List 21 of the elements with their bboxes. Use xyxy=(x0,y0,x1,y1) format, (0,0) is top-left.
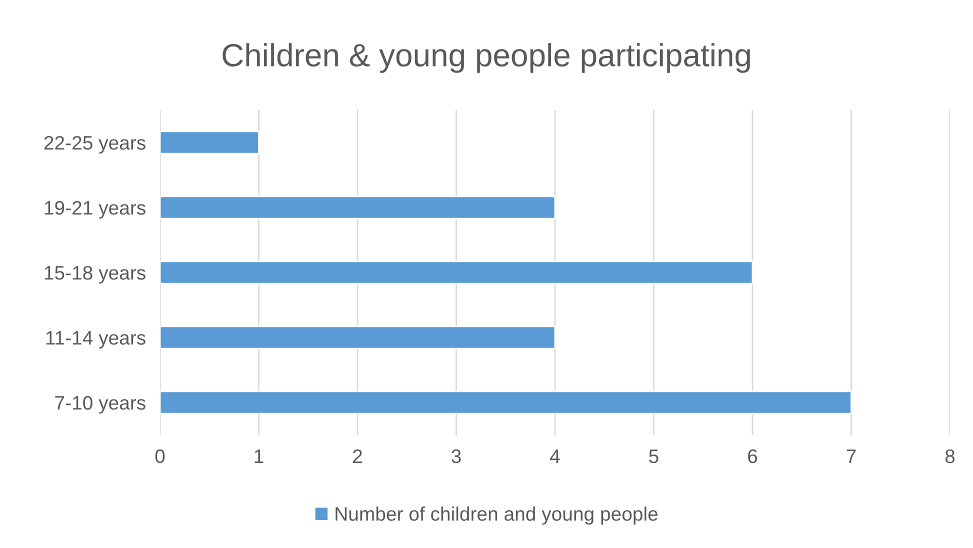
y-tick-label: 15-18 years xyxy=(44,266,146,284)
x-tick-label: 3 xyxy=(452,449,461,464)
y-tick-label: 11-14 years xyxy=(46,331,146,349)
y-tick-label: 7-10 years xyxy=(55,396,146,414)
x-tick-label: 2 xyxy=(353,449,362,463)
y-tick-label: 22-25 years xyxy=(44,136,146,154)
bar xyxy=(160,260,754,284)
bar xyxy=(160,130,260,154)
x-tick-label: 4 xyxy=(550,450,560,463)
x-tick-label: 1 xyxy=(254,450,264,463)
x-tick-label: 7 xyxy=(846,450,856,463)
bar xyxy=(160,390,852,414)
bar xyxy=(160,196,556,220)
bar xyxy=(160,326,556,350)
x-tick-label: 8 xyxy=(945,449,955,464)
chart-title: Children & young people participating xyxy=(222,43,750,73)
x-tick-label: 5 xyxy=(649,450,658,464)
x-tick-label: 6 xyxy=(748,449,758,464)
x-tick-label: 0 xyxy=(155,449,165,464)
legend-label: Number of children and young people xyxy=(336,506,658,525)
y-tick-label: 19-21 years xyxy=(44,200,146,219)
